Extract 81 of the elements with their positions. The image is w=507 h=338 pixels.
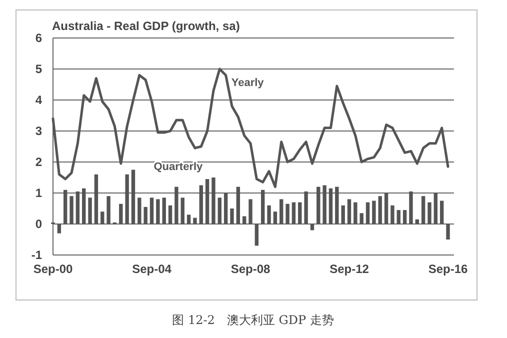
bar bbox=[224, 193, 228, 224]
bar bbox=[63, 190, 68, 224]
y-tick-label: 5 bbox=[35, 62, 42, 76]
bar bbox=[292, 202, 296, 224]
bar bbox=[273, 212, 278, 224]
bar bbox=[57, 224, 62, 234]
bar bbox=[119, 204, 123, 224]
bar bbox=[82, 188, 86, 224]
bar bbox=[322, 185, 326, 224]
bar bbox=[162, 198, 166, 224]
bar bbox=[199, 185, 203, 224]
bar bbox=[193, 218, 197, 224]
bar bbox=[125, 174, 129, 224]
bar bbox=[360, 213, 364, 224]
bar bbox=[409, 191, 413, 224]
x-tick-label: Sep-12 bbox=[330, 262, 370, 276]
bar bbox=[390, 205, 394, 224]
bar bbox=[434, 193, 438, 224]
bar bbox=[254, 224, 259, 246]
bar bbox=[267, 205, 271, 224]
series-label: Quarterly bbox=[154, 160, 204, 173]
bar bbox=[76, 191, 80, 224]
chart-title: Australia - Real GDP (growth, sa) bbox=[52, 19, 240, 33]
bar bbox=[341, 205, 345, 224]
bar bbox=[212, 178, 216, 224]
bar bbox=[168, 205, 172, 224]
bar bbox=[396, 210, 400, 224]
caption: 图 12-2 澳大利亚 GDP 走势 bbox=[172, 313, 334, 327]
bar bbox=[156, 199, 160, 224]
y-tick-label: 6 bbox=[35, 31, 42, 45]
bar bbox=[428, 202, 432, 224]
bar bbox=[421, 196, 426, 224]
y-tick-label: 1 bbox=[35, 186, 42, 200]
bar bbox=[402, 210, 407, 224]
bar bbox=[440, 200, 444, 224]
bar bbox=[378, 196, 382, 224]
bar bbox=[335, 186, 339, 224]
bar bbox=[328, 188, 333, 224]
bar bbox=[366, 202, 370, 224]
bar bbox=[70, 196, 74, 224]
bar bbox=[150, 198, 154, 224]
bar bbox=[131, 170, 136, 224]
y-tick-label: 4 bbox=[35, 93, 42, 107]
x-tick-label: Sep-00 bbox=[33, 262, 73, 276]
bar bbox=[174, 186, 178, 224]
bar bbox=[310, 224, 314, 230]
bar bbox=[180, 198, 184, 224]
bar bbox=[205, 179, 210, 224]
bar bbox=[218, 198, 222, 224]
bar bbox=[138, 198, 142, 224]
bar bbox=[94, 174, 98, 224]
bar bbox=[286, 204, 290, 224]
x-tick-label: Sep-08 bbox=[230, 262, 270, 276]
bar bbox=[230, 208, 234, 224]
bar bbox=[88, 198, 92, 224]
bar bbox=[298, 202, 302, 224]
bar bbox=[242, 216, 246, 224]
line-series bbox=[52, 68, 450, 188]
bar bbox=[304, 191, 308, 224]
bar bbox=[144, 206, 148, 224]
y-tick-label: 2 bbox=[35, 155, 42, 169]
bar bbox=[106, 196, 110, 224]
y-tick-label: 3 bbox=[35, 124, 42, 138]
bar bbox=[347, 199, 352, 224]
y-tick-label: -1 bbox=[31, 248, 42, 262]
bar bbox=[384, 193, 388, 224]
bar bbox=[354, 202, 358, 224]
bar bbox=[236, 186, 240, 224]
bar bbox=[260, 190, 265, 224]
bar bbox=[100, 212, 104, 224]
bar bbox=[446, 224, 450, 240]
series-label: Yearly bbox=[231, 77, 265, 90]
bar bbox=[280, 199, 284, 224]
bar bbox=[316, 186, 320, 224]
bar bbox=[415, 219, 419, 224]
x-tick-label: Sep-04 bbox=[132, 262, 172, 276]
x-tick-label: Sep-16 bbox=[428, 262, 468, 276]
bar bbox=[186, 214, 191, 224]
bar bbox=[372, 200, 376, 224]
y-tick-label: 0 bbox=[35, 217, 42, 231]
bar bbox=[248, 199, 252, 224]
